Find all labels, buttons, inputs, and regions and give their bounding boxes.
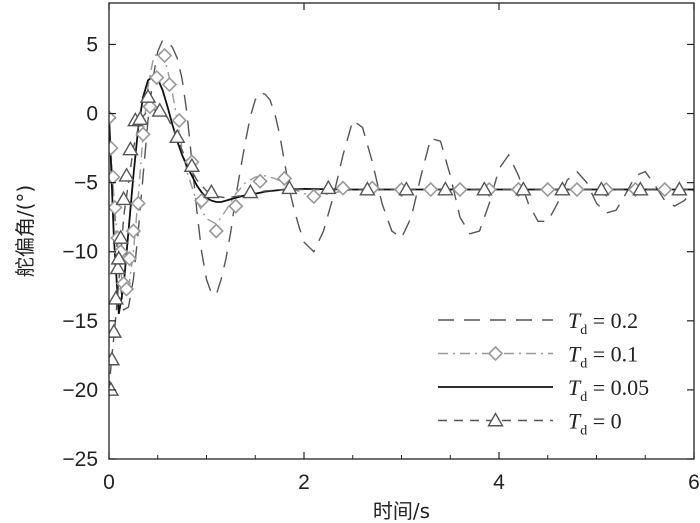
marker-layer	[109, 47, 688, 396]
legend-label-0: Td = 0.2	[568, 308, 638, 338]
series-1-marker	[109, 169, 121, 185]
series-3-marker	[169, 128, 186, 143]
legend-label-1: Td = 0.1	[568, 342, 638, 372]
series-3-marker	[109, 381, 120, 396]
series-1-marker	[142, 99, 158, 115]
y-axis-label: 舵偏角/(°)	[13, 185, 37, 277]
series-3-marker	[109, 351, 121, 366]
legend: Td = 0.2 Td = 0.1Td = 0.05 Td = 0	[438, 308, 649, 439]
series-3-marker	[131, 110, 149, 126]
legend-label-3: Td = 0	[568, 409, 622, 439]
series-1-marker	[135, 126, 151, 142]
series-1-marker	[130, 195, 146, 211]
series-1-marker	[335, 180, 351, 196]
series-1-marker	[276, 170, 293, 187]
series-1-marker	[161, 76, 178, 93]
series-1-marker	[306, 188, 322, 205]
series-3-marker	[437, 181, 454, 196]
x-tick-label: 6	[688, 471, 700, 494]
series-3-marker	[118, 167, 135, 182]
series-1-marker	[149, 69, 165, 86]
legend-marker-1	[487, 345, 504, 362]
series-3-marker	[398, 181, 415, 196]
series-1-marker	[171, 112, 187, 129]
y-tick-label: −10	[62, 241, 98, 264]
series-3-marker	[151, 102, 168, 117]
series-3-marker	[476, 181, 493, 196]
x-tick-label: 2	[298, 471, 310, 494]
series-3-marker	[115, 190, 132, 206]
series-1-marker	[657, 181, 673, 198]
x-tick-label: 0	[103, 471, 115, 494]
y-tick-label: −15	[62, 310, 98, 333]
series-3-marker	[359, 181, 376, 196]
series-3-marker	[109, 323, 123, 338]
y-tick-label: −5	[74, 172, 98, 195]
series-1-marker	[208, 223, 224, 239]
series-3-marker	[632, 181, 649, 196]
series-1-marker	[109, 110, 117, 126]
y-tick-label: −20	[62, 379, 98, 402]
series-3-marker	[110, 250, 127, 265]
series-3-marker	[203, 183, 220, 199]
series-3-marker	[281, 179, 298, 195]
series-3-marker	[593, 181, 610, 196]
x-tick-label: 4	[493, 471, 505, 494]
series-1-marker	[423, 181, 439, 198]
series-1-marker	[156, 47, 173, 64]
series-1-marker	[121, 251, 138, 267]
series-1-marker	[452, 181, 468, 198]
tick-layer: 0 2 4 6 5 0 −5 −10 −15 −20 −25	[62, 3, 700, 494]
y-tick-label: 5	[86, 33, 98, 56]
legend-marker-3	[487, 412, 504, 427]
series-1-marker	[125, 223, 142, 239]
series-3-marker	[122, 141, 139, 156]
series-3-marker	[139, 88, 157, 103]
series-3-marker	[112, 229, 129, 244]
series-3-marker	[515, 181, 532, 196]
series-1-marker	[540, 181, 556, 198]
series-1-marker	[109, 140, 119, 156]
label-layer: 时间/s 舵偏角/(°)	[13, 185, 430, 523]
x-axis-label: 时间/s	[373, 499, 430, 523]
series-3-marker	[671, 181, 688, 196]
series-1-marker	[228, 198, 244, 214]
series-1-marker	[109, 199, 123, 216]
series-1-marker	[118, 281, 135, 297]
series-3-marker	[109, 259, 126, 275]
series-3-marker	[320, 179, 337, 195]
series-3-marker	[554, 181, 571, 196]
y-tick-label: −25	[62, 448, 98, 471]
series-1-marker	[569, 181, 585, 198]
y-tick-label: 0	[86, 103, 98, 126]
series-3-marker	[183, 157, 201, 173]
series-3-marker	[242, 183, 259, 199]
series-3-marker	[109, 290, 125, 305]
series-1-marker	[252, 173, 268, 189]
legend-label-2: Td = 0.05	[568, 375, 649, 405]
